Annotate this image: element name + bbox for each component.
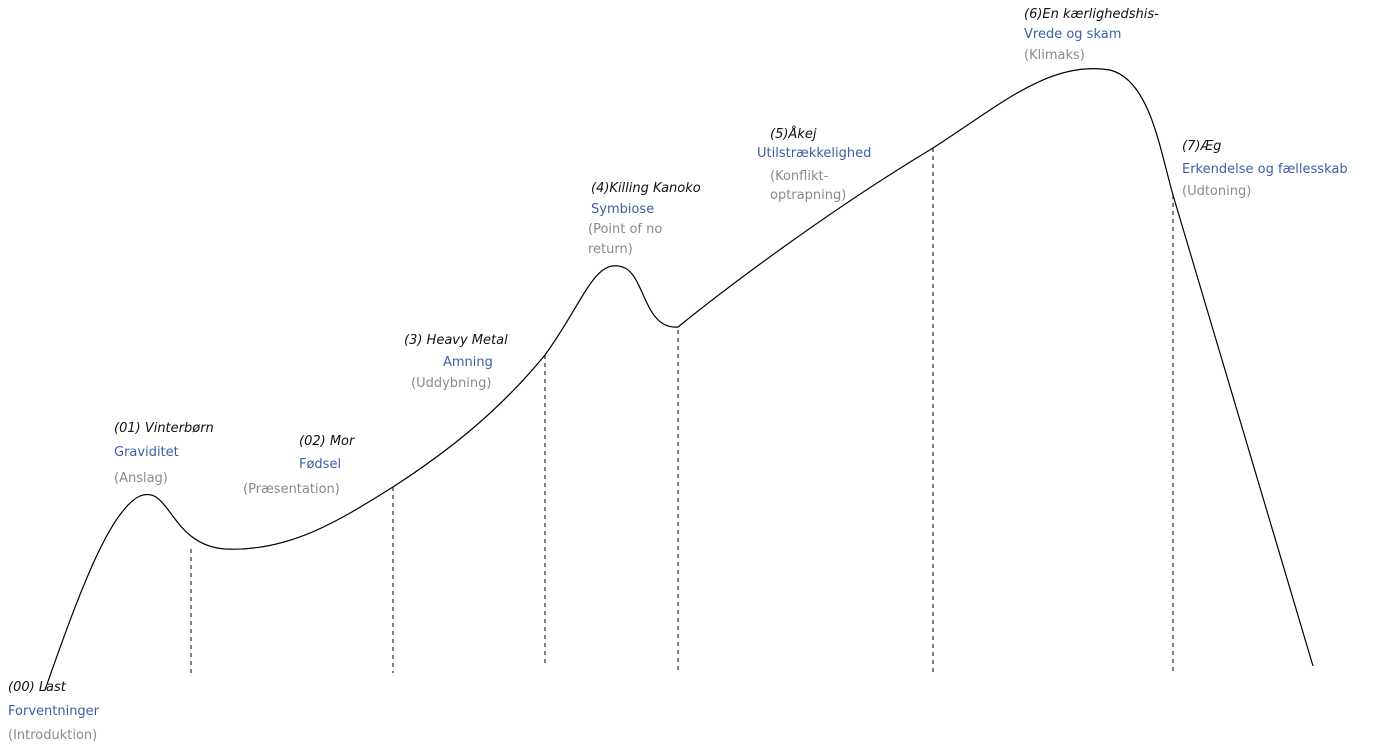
stage-label-6: (6)En kærlighedshis- Vrede og skam (Klim…: [1024, 7, 1159, 63]
stage-phase: (Point of no: [588, 222, 662, 237]
stage-phase: (Udtoning): [1182, 184, 1251, 199]
stage-label-4: (4)Killing Kanoko Symbiose (Point of no …: [588, 181, 701, 257]
stage-phase: (Introduktion): [8, 728, 97, 743]
song-title: (6)En kærlighedshis-: [1024, 7, 1159, 22]
stage-phase: return): [588, 242, 633, 257]
song-title: (00) Last: [8, 680, 67, 695]
stage-phase: (Uddybning): [411, 376, 491, 391]
stage-phase: (Præsentation): [243, 482, 340, 497]
story-arc-curve: [44, 68, 1314, 691]
stage-theme: Forventninger: [8, 704, 100, 719]
stage-theme: Fødsel: [299, 457, 341, 472]
song-title: (4)Killing Kanoko: [591, 181, 701, 196]
stage-label-3: (3) Heavy Metal Amning (Uddybning): [404, 333, 508, 391]
song-title: (5)Åkej: [770, 126, 817, 142]
section-dividers: [190, 148, 1174, 673]
stage-theme: Utilstrækkelighed: [757, 146, 871, 161]
song-title: (02) Mor: [299, 434, 356, 449]
stage-theme: Erkendelse og fællesskab: [1182, 162, 1348, 177]
stage-label-2: (02) Mor Fødsel (Præsentation): [243, 434, 356, 497]
stage-theme: Symbiose: [591, 202, 654, 217]
stage-label-1: (01) Vinterbørn Graviditet (Anslag): [114, 421, 214, 486]
song-title: (3) Heavy Metal: [404, 333, 508, 348]
stage-label-0: (00) Last Forventninger (Introduktion): [8, 680, 100, 743]
stage-phase: (Anslag): [114, 471, 168, 486]
stage-phase: optrapning): [770, 188, 846, 203]
stage-theme: Vrede og skam: [1024, 27, 1121, 42]
stage-label-5: (5)Åkej Utilstrækkelighed (Konflikt- opt…: [757, 126, 871, 203]
song-title: (01) Vinterbørn: [114, 421, 214, 436]
stage-phase: (Klimaks): [1024, 48, 1085, 63]
stage-theme: Graviditet: [114, 445, 179, 460]
stage-label-7: (7)Æg Erkendelse og fællesskab (Udtoning…: [1182, 139, 1348, 199]
song-title: (7)Æg: [1182, 139, 1221, 154]
stage-theme: Amning: [443, 355, 493, 370]
stage-phase: (Konflikt-: [770, 169, 829, 184]
